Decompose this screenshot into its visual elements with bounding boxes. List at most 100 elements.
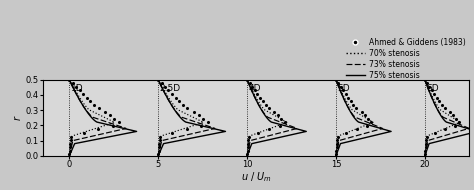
- Point: [66, 153, 73, 156]
- Point: [244, 149, 251, 152]
- Point: [244, 146, 252, 149]
- Point: [156, 139, 164, 142]
- Point: [66, 149, 73, 152]
- Point: [155, 78, 162, 81]
- Point: [363, 124, 371, 127]
- Point: [421, 153, 429, 156]
- Point: [79, 93, 87, 96]
- Point: [441, 107, 448, 110]
- Point: [87, 100, 94, 103]
- Point: [333, 142, 341, 145]
- Point: [255, 131, 262, 135]
- Point: [101, 110, 109, 113]
- Point: [334, 139, 341, 142]
- Point: [423, 82, 431, 85]
- Text: 6D: 6D: [426, 84, 439, 93]
- Point: [337, 85, 345, 88]
- Point: [438, 103, 446, 106]
- Point: [95, 107, 102, 110]
- Point: [422, 142, 430, 145]
- Point: [422, 146, 429, 149]
- Point: [67, 142, 74, 145]
- Point: [353, 128, 360, 131]
- Point: [244, 153, 251, 156]
- Point: [271, 110, 278, 113]
- Point: [423, 135, 430, 138]
- Point: [456, 121, 463, 124]
- Point: [421, 78, 428, 81]
- Point: [361, 114, 368, 117]
- Point: [428, 89, 436, 92]
- Point: [248, 85, 256, 88]
- Point: [183, 107, 191, 110]
- Point: [67, 139, 74, 142]
- Point: [421, 149, 429, 152]
- Point: [277, 117, 285, 120]
- Text: 1D: 1D: [71, 84, 83, 93]
- Point: [65, 78, 73, 81]
- Point: [83, 96, 91, 99]
- Point: [334, 135, 341, 138]
- Point: [265, 107, 273, 110]
- Point: [452, 117, 460, 120]
- Point: [347, 100, 355, 103]
- Point: [183, 128, 191, 131]
- Point: [441, 128, 449, 131]
- Point: [172, 96, 180, 99]
- Point: [94, 128, 102, 131]
- Point: [155, 146, 163, 149]
- Point: [426, 85, 433, 88]
- Point: [333, 146, 340, 149]
- Point: [345, 96, 352, 99]
- Point: [161, 85, 169, 88]
- Point: [350, 103, 357, 106]
- Legend: Ahmed & Giddens (1983), 70% stenosis, 73% stenosis, 75% stenosis: Ahmed & Giddens (1983), 70% stenosis, 73…: [346, 38, 465, 80]
- Point: [262, 103, 270, 106]
- Point: [276, 124, 284, 127]
- Point: [80, 131, 87, 135]
- Point: [66, 146, 74, 149]
- Point: [451, 124, 458, 127]
- Text: 4D: 4D: [248, 84, 261, 93]
- Point: [175, 100, 183, 103]
- Point: [164, 89, 172, 92]
- Point: [245, 135, 253, 138]
- Point: [91, 103, 98, 106]
- Point: [158, 82, 165, 85]
- Point: [243, 78, 251, 81]
- Point: [274, 114, 282, 117]
- Point: [256, 96, 264, 99]
- Point: [254, 93, 261, 96]
- Point: [180, 103, 187, 106]
- Point: [109, 124, 116, 127]
- Point: [436, 100, 443, 103]
- Point: [332, 153, 340, 156]
- Point: [342, 93, 349, 96]
- Point: [155, 153, 162, 156]
- Point: [433, 96, 440, 99]
- Point: [76, 89, 83, 92]
- Y-axis label: r: r: [12, 116, 22, 120]
- Point: [259, 100, 267, 103]
- Point: [343, 131, 350, 135]
- Point: [156, 135, 164, 138]
- Point: [335, 82, 342, 85]
- Point: [106, 114, 113, 117]
- X-axis label: $u$ / $U_m$: $u$ / $U_m$: [240, 170, 272, 184]
- Point: [195, 114, 202, 117]
- Point: [245, 139, 252, 142]
- Point: [73, 85, 80, 88]
- Point: [281, 121, 289, 124]
- Point: [353, 107, 360, 110]
- Point: [169, 131, 176, 135]
- Point: [358, 110, 365, 113]
- Point: [446, 110, 454, 113]
- Point: [155, 142, 163, 145]
- Point: [245, 142, 252, 145]
- Point: [115, 121, 123, 124]
- Point: [168, 93, 176, 96]
- Point: [449, 114, 456, 117]
- Point: [198, 124, 205, 127]
- Point: [110, 117, 118, 120]
- Point: [332, 78, 340, 81]
